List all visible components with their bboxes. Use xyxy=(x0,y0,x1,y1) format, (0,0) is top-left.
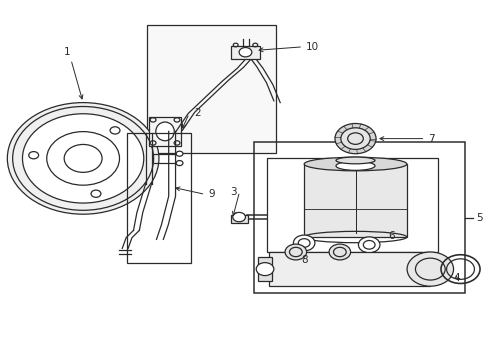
Circle shape xyxy=(22,114,143,203)
Circle shape xyxy=(7,103,159,214)
Text: 7: 7 xyxy=(427,134,434,144)
Circle shape xyxy=(176,161,183,166)
Circle shape xyxy=(358,237,379,253)
Bar xyxy=(149,117,181,146)
Bar xyxy=(127,133,190,263)
Bar xyxy=(230,46,260,59)
Text: 9: 9 xyxy=(207,189,214,199)
Text: 1: 1 xyxy=(64,47,71,57)
Text: 6: 6 xyxy=(387,231,394,241)
Text: 2: 2 xyxy=(194,108,201,118)
Bar xyxy=(230,215,247,223)
Ellipse shape xyxy=(156,122,174,141)
Circle shape xyxy=(293,235,314,251)
Bar xyxy=(254,142,464,293)
Ellipse shape xyxy=(335,157,374,164)
Text: 5: 5 xyxy=(475,213,482,223)
Circle shape xyxy=(334,123,375,154)
Circle shape xyxy=(406,252,453,286)
Circle shape xyxy=(47,132,119,185)
Circle shape xyxy=(239,48,251,57)
Text: 3: 3 xyxy=(230,186,237,197)
Text: 10: 10 xyxy=(305,42,318,52)
Circle shape xyxy=(256,263,273,276)
Circle shape xyxy=(176,151,183,156)
Polygon shape xyxy=(146,25,276,153)
Text: 8: 8 xyxy=(300,255,307,265)
Ellipse shape xyxy=(304,157,406,171)
Circle shape xyxy=(13,107,153,210)
Bar xyxy=(268,252,429,286)
Circle shape xyxy=(232,212,245,222)
Bar xyxy=(304,164,406,237)
Text: 4: 4 xyxy=(453,273,460,283)
Circle shape xyxy=(340,128,369,149)
Circle shape xyxy=(64,144,102,172)
Circle shape xyxy=(328,244,350,260)
Bar xyxy=(258,257,271,281)
Bar xyxy=(266,158,437,252)
Circle shape xyxy=(285,244,306,260)
Ellipse shape xyxy=(335,161,374,170)
